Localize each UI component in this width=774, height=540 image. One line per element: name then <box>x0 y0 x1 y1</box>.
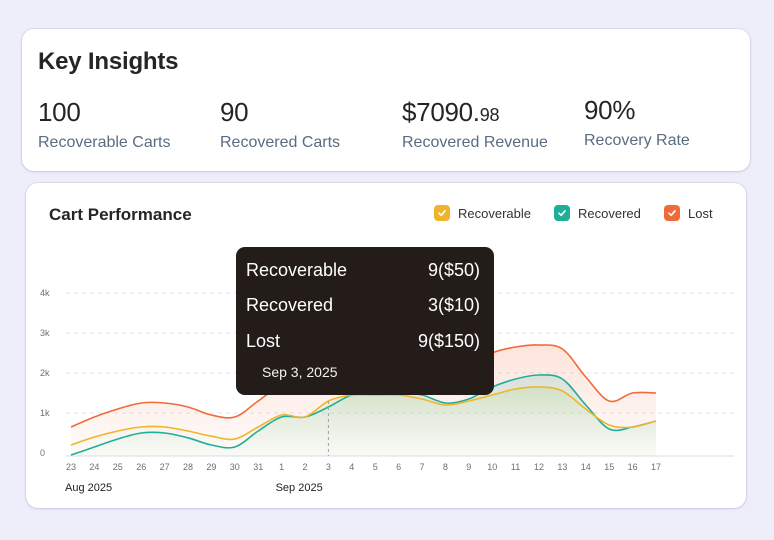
legend-label: Lost <box>688 205 713 221</box>
check-icon <box>558 210 566 217</box>
metric-recovered-revenue: $7090.98 Recovered Revenue <box>402 97 548 152</box>
x-tick-label: 1 <box>279 462 284 472</box>
x-tick-label: 26 <box>136 462 146 472</box>
x-tick-label: 27 <box>160 462 170 472</box>
cart-performance-title: Cart Performance <box>49 205 192 224</box>
metric-label: Recovered Carts <box>220 134 341 151</box>
metric-value: 90 <box>220 97 249 127</box>
cart-performance-card: 0 1k 2k 3k 4k 23 24 25 26 27 28 29 30 31 1 2 3 4 5 6 7 8 9 10 11… <box>26 183 746 508</box>
metric-recovery-rate: 90% Recovery Rate <box>584 95 690 150</box>
x-tick-label: 31 <box>253 462 263 472</box>
metric-value: 90% <box>584 95 636 125</box>
tooltip-value: 9($150) <box>417 331 480 351</box>
x-tick-label: 5 <box>373 462 378 472</box>
x-month-label: Aug 2025 <box>65 482 112 494</box>
series-area-recoverable <box>71 386 656 456</box>
legend-checkbox-recoverable[interactable] <box>434 205 450 221</box>
y-tick-label: 2k <box>40 368 50 378</box>
x-tick-label: 4 <box>349 462 354 472</box>
x-tick-label: 6 <box>396 462 401 472</box>
metric-value: 100 <box>38 97 81 127</box>
x-tick-label: 30 <box>230 462 240 472</box>
x-tick-label: 7 <box>419 462 424 472</box>
legend-item-recovered[interactable]: Recovered <box>554 205 641 221</box>
y-tick-label: 0 <box>40 448 45 458</box>
x-tick-label: 8 <box>443 462 448 472</box>
metric-label: Recoverable Carts <box>38 134 171 151</box>
tooltip-row-lost: Lost 9($150) <box>246 331 480 352</box>
metric-label: Recovery Rate <box>584 132 690 149</box>
x-tick-label: 25 <box>113 462 123 472</box>
tooltip-label: Lost <box>246 331 281 351</box>
x-tick-label: 16 <box>628 462 638 472</box>
y-tick-label: 3k <box>40 328 50 338</box>
x-month-label: Sep 2025 <box>276 482 323 494</box>
y-tick-label: 4k <box>40 288 50 298</box>
x-tick-label: 13 <box>557 462 567 472</box>
legend-checkbox-recovered[interactable] <box>554 205 570 221</box>
check-icon <box>668 210 676 217</box>
x-tick-label: 3 <box>326 462 331 472</box>
x-tick-label: 10 <box>487 462 497 472</box>
legend-label: Recovered <box>578 205 641 221</box>
metric-recovered-carts: 90 Recovered Carts <box>220 97 340 152</box>
x-tick-label: 12 <box>534 462 544 472</box>
x-tick-label: 29 <box>206 462 216 472</box>
legend-item-lost[interactable]: Lost <box>664 205 713 221</box>
tooltip-row-recovered: Recovered 3($10) <box>246 295 480 316</box>
tooltip-value: 3($10) <box>427 295 480 315</box>
x-tick-label: 2 <box>302 462 307 472</box>
tooltip-label: Recovered <box>246 295 334 315</box>
x-tick-label: 17 <box>651 462 661 472</box>
x-tick-label: 15 <box>604 462 614 472</box>
x-tick-label: 24 <box>89 462 99 472</box>
x-tick-label: 14 <box>581 462 591 472</box>
y-tick-label: 1k <box>40 408 50 418</box>
x-tick-label: 23 <box>66 462 76 472</box>
legend-checkbox-lost[interactable] <box>664 205 680 221</box>
legend-item-recoverable[interactable]: Recoverable <box>434 205 531 221</box>
x-tick-label: 9 <box>466 462 471 472</box>
chart-tooltip: Recoverable 9($50) Recovered 3($10) Lost… <box>236 247 494 395</box>
key-insights-title: Key Insights <box>38 48 179 75</box>
x-tick-label: 28 <box>183 462 193 472</box>
check-icon <box>438 210 446 217</box>
tooltip-label: Recoverable <box>246 260 348 280</box>
metric-label: Recovered Revenue <box>402 134 548 151</box>
tooltip-value: 9($50) <box>427 260 480 280</box>
metric-recoverable-carts: 100 Recoverable Carts <box>38 97 171 152</box>
metric-value: $7090.98 <box>402 97 500 127</box>
key-insights-card: Key Insights 100 Recoverable Carts 90 Re… <box>22 29 750 171</box>
x-tick-label: 11 <box>511 462 520 472</box>
tooltip-date: Sep 3, 2025 <box>262 364 338 380</box>
legend-label: Recoverable <box>458 205 531 221</box>
tooltip-row-recoverable: Recoverable 9($50) <box>246 260 480 281</box>
